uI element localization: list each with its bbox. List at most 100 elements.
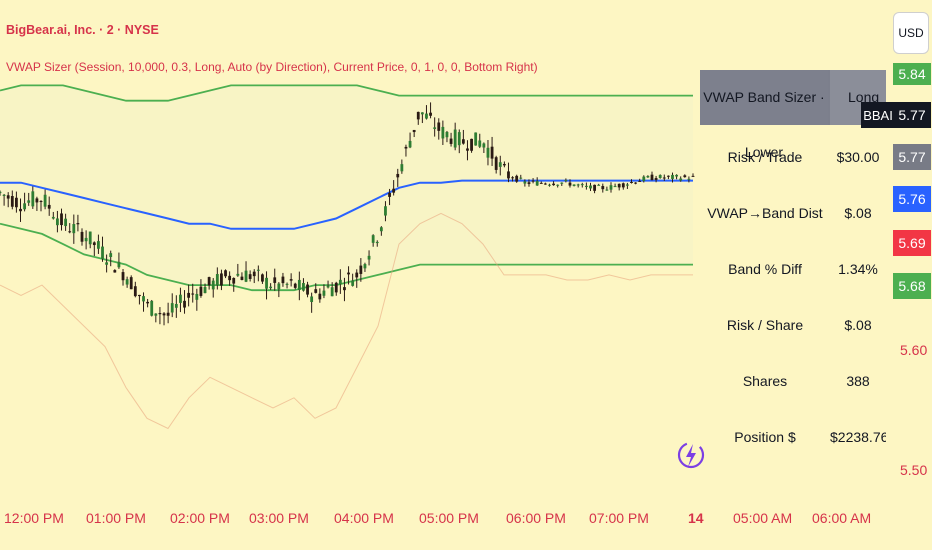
- candle-body: [564, 179, 568, 181]
- candle-body: [27, 200, 31, 203]
- candle-body: [297, 279, 301, 290]
- candle-body: [425, 113, 428, 119]
- y-tick-label: 5.60: [900, 342, 928, 358]
- candle-body: [51, 216, 55, 219]
- candle-body: [613, 186, 617, 188]
- candle-body: [326, 286, 330, 288]
- vwap-sizer-panel: VWAP Band Sizer · Lower Long Risk / Trad…: [700, 70, 886, 480]
- candle-body: [453, 129, 457, 148]
- candle-body: [142, 296, 145, 302]
- candle-body: [470, 138, 473, 151]
- candle-body: [384, 206, 387, 216]
- candle-body: [625, 184, 629, 186]
- candle-body: [31, 191, 35, 207]
- x-tick-label: 03:00 PM: [249, 510, 309, 526]
- candle-body: [355, 272, 359, 278]
- candle-body: [68, 231, 72, 233]
- candle-body: [183, 300, 186, 308]
- candle-body: [379, 227, 383, 232]
- candle-body: [531, 180, 535, 182]
- candle-body: [449, 138, 453, 144]
- candle-body: [675, 174, 678, 177]
- symbol-title[interactable]: BigBear.ai, Inc. · 2 · NYSE: [6, 23, 159, 37]
- candle-body: [269, 286, 273, 289]
- lightning-icon[interactable]: [676, 436, 706, 474]
- candle-body: [43, 194, 47, 207]
- panel-row-value: 388: [846, 373, 870, 389]
- panel-row: Risk / Trade $30.00: [700, 140, 886, 174]
- candle-body: [609, 185, 613, 190]
- candle-body: [371, 235, 375, 243]
- candle-body: [244, 270, 248, 282]
- candle-body: [302, 283, 305, 291]
- panel-header-label: VWAP Band Sizer · Lower: [700, 70, 828, 160]
- candle-body: [248, 274, 252, 279]
- candle-body: [420, 112, 424, 115]
- candle-body: [158, 313, 162, 315]
- candle-body: [511, 177, 514, 179]
- candle-body: [240, 276, 244, 280]
- candle-body: [306, 284, 309, 295]
- candle-body: [224, 270, 227, 277]
- candle-body: [437, 122, 441, 131]
- candle-body: [0, 191, 2, 194]
- candle-body: [334, 282, 338, 293]
- candle-body: [502, 163, 506, 166]
- candle-body: [64, 218, 68, 227]
- panel-row-value: $.08: [844, 205, 872, 221]
- candle-body: [654, 178, 658, 180]
- panel-row-value: 1.34%: [838, 261, 878, 277]
- candle-body: [400, 164, 404, 172]
- candle-body: [494, 157, 498, 170]
- candle-body: [646, 176, 650, 178]
- candle-body: [84, 237, 88, 242]
- candle-body: [72, 224, 76, 234]
- panel-row-label: Position $: [734, 429, 796, 445]
- candle-body: [515, 175, 519, 182]
- band-fill: [0, 85, 693, 291]
- candle-body: [535, 180, 539, 186]
- candle-body: [572, 184, 576, 186]
- candle-body: [617, 183, 621, 188]
- candle-body: [92, 242, 96, 246]
- symbol-tag: BBAI: [861, 102, 895, 128]
- panel-header: VWAP Band Sizer · Lower Long: [700, 70, 886, 160]
- candle-body: [19, 208, 22, 212]
- candle-body: [129, 277, 133, 290]
- candle-body: [552, 183, 555, 186]
- indicator-legend[interactable]: VWAP Sizer (Session, 10,000, 0.3, Long, …: [6, 60, 538, 74]
- candle-body: [117, 261, 121, 268]
- candle-body: [580, 184, 584, 186]
- candle-body: [191, 293, 195, 295]
- candle-body: [671, 174, 674, 179]
- candle-body: [215, 274, 219, 286]
- x-tick-label: 02:00 PM: [170, 510, 230, 526]
- candle-body: [568, 182, 572, 186]
- candle-body: [285, 283, 289, 285]
- price-tag-stop: 5.69: [893, 230, 931, 256]
- candle-body: [597, 184, 601, 186]
- x-tick-label: 04:00 PM: [334, 510, 394, 526]
- candle-body: [408, 140, 412, 148]
- x-tick-label: 07:00 PM: [589, 510, 649, 526]
- candle-body: [412, 129, 416, 133]
- candle-body: [281, 276, 285, 284]
- candle-body: [662, 177, 666, 179]
- candle-body: [97, 241, 100, 249]
- candle-body: [375, 241, 379, 244]
- candle-body: [162, 313, 166, 316]
- candle-body: [23, 203, 27, 210]
- x-tick-label: 12:00 PM: [4, 510, 64, 526]
- candle-body: [174, 303, 178, 308]
- candle-body: [507, 171, 510, 179]
- candle-body: [6, 195, 10, 199]
- candle-body: [539, 182, 543, 184]
- candle-body: [252, 271, 256, 277]
- candle-body: [35, 198, 39, 203]
- currency-button[interactable]: USD: [893, 12, 929, 54]
- candle-body: [2, 194, 6, 196]
- candle-body: [584, 185, 588, 187]
- x-tick-label: 01:00 PM: [86, 510, 146, 526]
- candle-body: [39, 201, 43, 203]
